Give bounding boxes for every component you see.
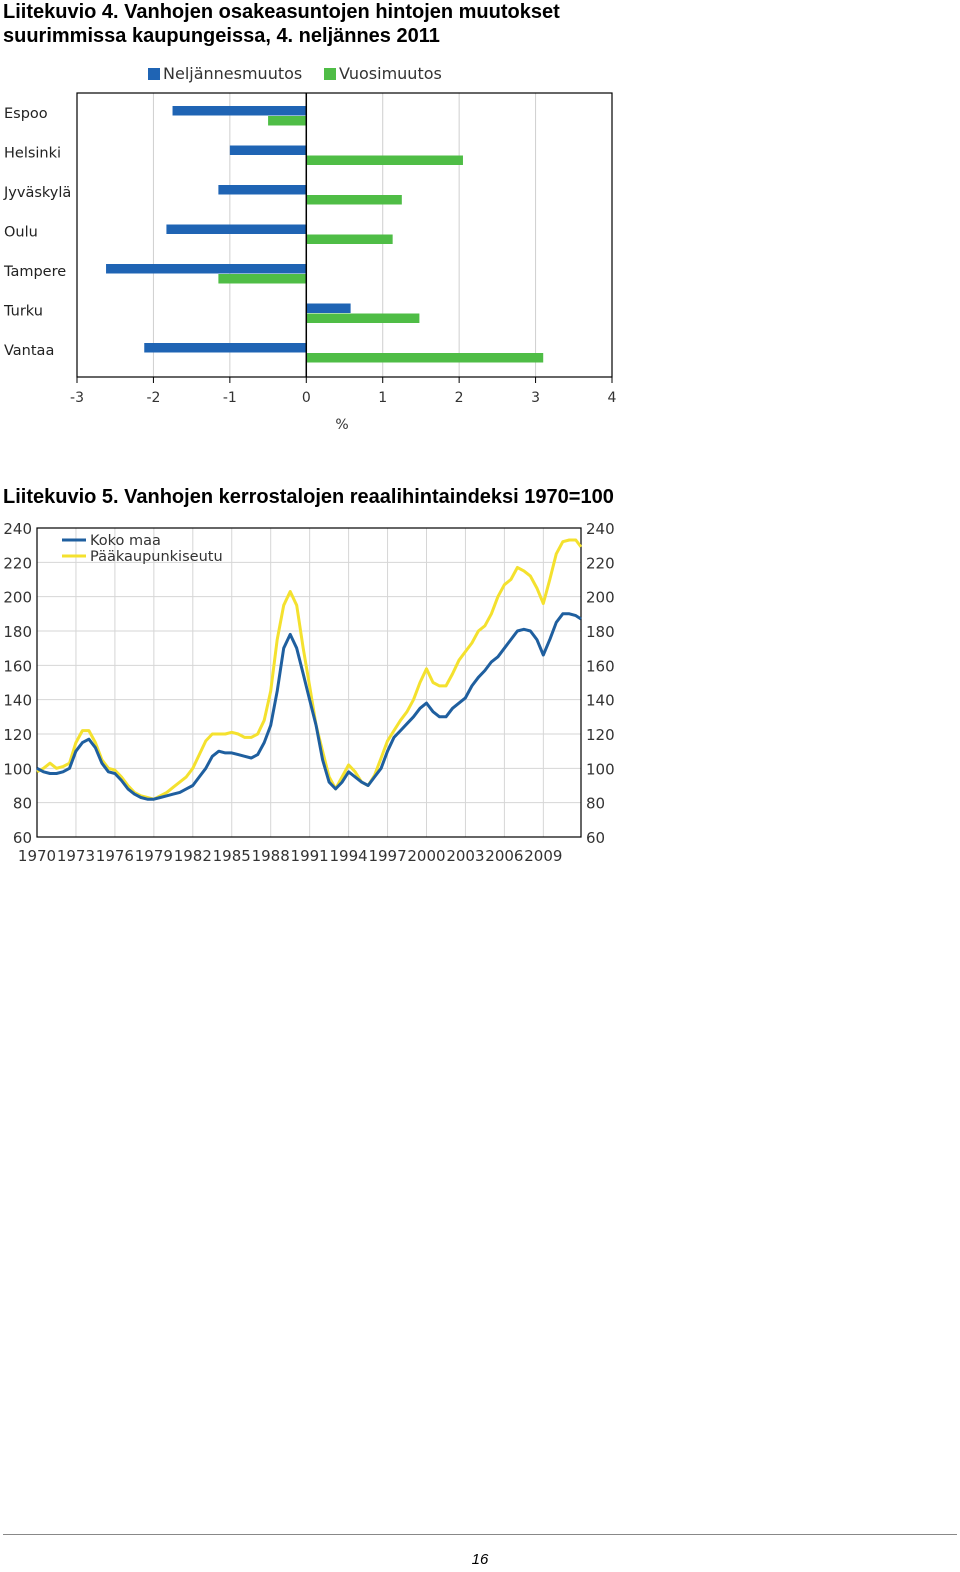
y-tick-label-left: 140: [3, 692, 32, 710]
category-label: Espoo: [4, 106, 48, 122]
y-tick-label-left: 100: [3, 760, 32, 778]
y-tick-label-right: 100: [586, 760, 615, 778]
line-chart-real-price-index: 60 60 80 80 100 100 120 120 140 140 160 160 180 180 20…: [3, 520, 615, 865]
bar-quarterly: [218, 185, 307, 195]
x-tick-label: 1985: [213, 847, 251, 865]
y-tick-label-right: 80: [586, 795, 605, 813]
series-line-paakaupunkiseutu: [36, 538, 583, 801]
figure4-title-line2: suurimmissa kaupungeissa, 4. neljännes 2…: [3, 25, 440, 47]
x-tick-label: 1997: [368, 847, 406, 865]
bar-quarterly: [172, 106, 307, 116]
legend-label-0: Neljännesmuutos: [163, 64, 302, 83]
y-tick-label-left: 160: [3, 657, 32, 675]
x-tick-label: 1: [378, 390, 387, 406]
bar-quarterly: [229, 145, 307, 155]
y-tick-label-left: 120: [3, 726, 32, 744]
page-number: 16: [471, 1551, 489, 1568]
y-tick-label-right: 120: [586, 726, 615, 744]
bar-annual: [306, 195, 402, 205]
x-tick-label: 1973: [57, 847, 95, 865]
legend-label-0: Koko maa: [90, 533, 161, 549]
bar-quarterly: [144, 343, 307, 353]
bar-annual: [306, 353, 544, 363]
y-tick-label-right: 240: [586, 520, 615, 538]
legend-label-1: Vuosimuutos: [339, 64, 442, 83]
bar-chart-city-price-changes: Neljännesmuutos Vuosimuutos Espoo Helsinki J…: [3, 64, 617, 433]
legend-label-1: Pääkaupunkiseutu: [90, 549, 223, 565]
bar-annual: [306, 234, 393, 244]
legend-swatch-1: [324, 68, 336, 80]
y-tick-label-left: 220: [3, 554, 32, 572]
y-tick-label-left: 180: [3, 623, 32, 641]
x-tick-label: 2: [455, 390, 464, 406]
y-tick-label-right: 200: [586, 589, 615, 607]
y-tick-label-left: 80: [13, 795, 32, 813]
y-tick-label-right: 220: [586, 554, 615, 572]
x-tick-label: 1976: [96, 847, 134, 865]
x-tick-label: -2: [146, 390, 160, 406]
x-tick-label: 1991: [291, 847, 329, 865]
category-label: Helsinki: [4, 146, 61, 162]
plot-frame: [76, 92, 613, 378]
y-tick-label-left: 240: [3, 520, 32, 538]
bar-annual: [218, 274, 307, 284]
category-label: Jyväskylä: [3, 185, 71, 201]
plot-frame: [36, 527, 582, 838]
y-tick-label-right: 140: [586, 692, 615, 710]
x-tick-label: 2006: [485, 847, 523, 865]
x-tick-label: 1994: [330, 847, 368, 865]
x-tick-label: 2009: [524, 847, 562, 865]
x-tick-label: 2003: [446, 847, 484, 865]
x-tick-label: 1970: [18, 847, 56, 865]
x-tick-label: -3: [70, 390, 84, 406]
x-axis-label: %: [335, 417, 348, 433]
bar-quarterly: [106, 264, 307, 274]
y-tick-label-right: 160: [586, 657, 615, 675]
category-label: Turku: [3, 304, 43, 320]
x-tick-label: 1979: [135, 847, 173, 865]
figure4-title-line1: Liitekuvio 4. Vanhojen osakeasuntojen hi…: [3, 1, 560, 23]
footer-divider: [3, 1534, 957, 1535]
x-tick-label: 1982: [174, 847, 212, 865]
series-line-koko-maa: [36, 612, 582, 801]
y-tick-label-left: 200: [3, 589, 32, 607]
category-label: Vantaa: [4, 343, 54, 359]
bar-annual: [306, 155, 463, 165]
x-tick-label: 4: [608, 390, 617, 406]
category-label: Oulu: [4, 225, 38, 241]
x-tick-label: 1988: [252, 847, 290, 865]
category-label: Tampere: [3, 264, 66, 280]
bar-quarterly: [306, 303, 351, 313]
y-tick-label-right: 180: [586, 623, 615, 641]
y-tick-label-right: 60: [586, 829, 605, 847]
figure5-title: Liitekuvio 5. Vanhojen kerrostalojen rea…: [3, 486, 614, 508]
legend-swatch-0: [148, 68, 160, 80]
bar-annual: [268, 116, 307, 126]
bar-annual: [306, 313, 420, 323]
bar-quarterly: [166, 224, 307, 234]
x-tick-label: -1: [223, 390, 237, 406]
x-tick-label: 3: [531, 390, 540, 406]
x-tick-label: 2000: [407, 847, 445, 865]
y-tick-label-left: 60: [13, 829, 32, 847]
x-tick-label: 0: [302, 390, 311, 406]
